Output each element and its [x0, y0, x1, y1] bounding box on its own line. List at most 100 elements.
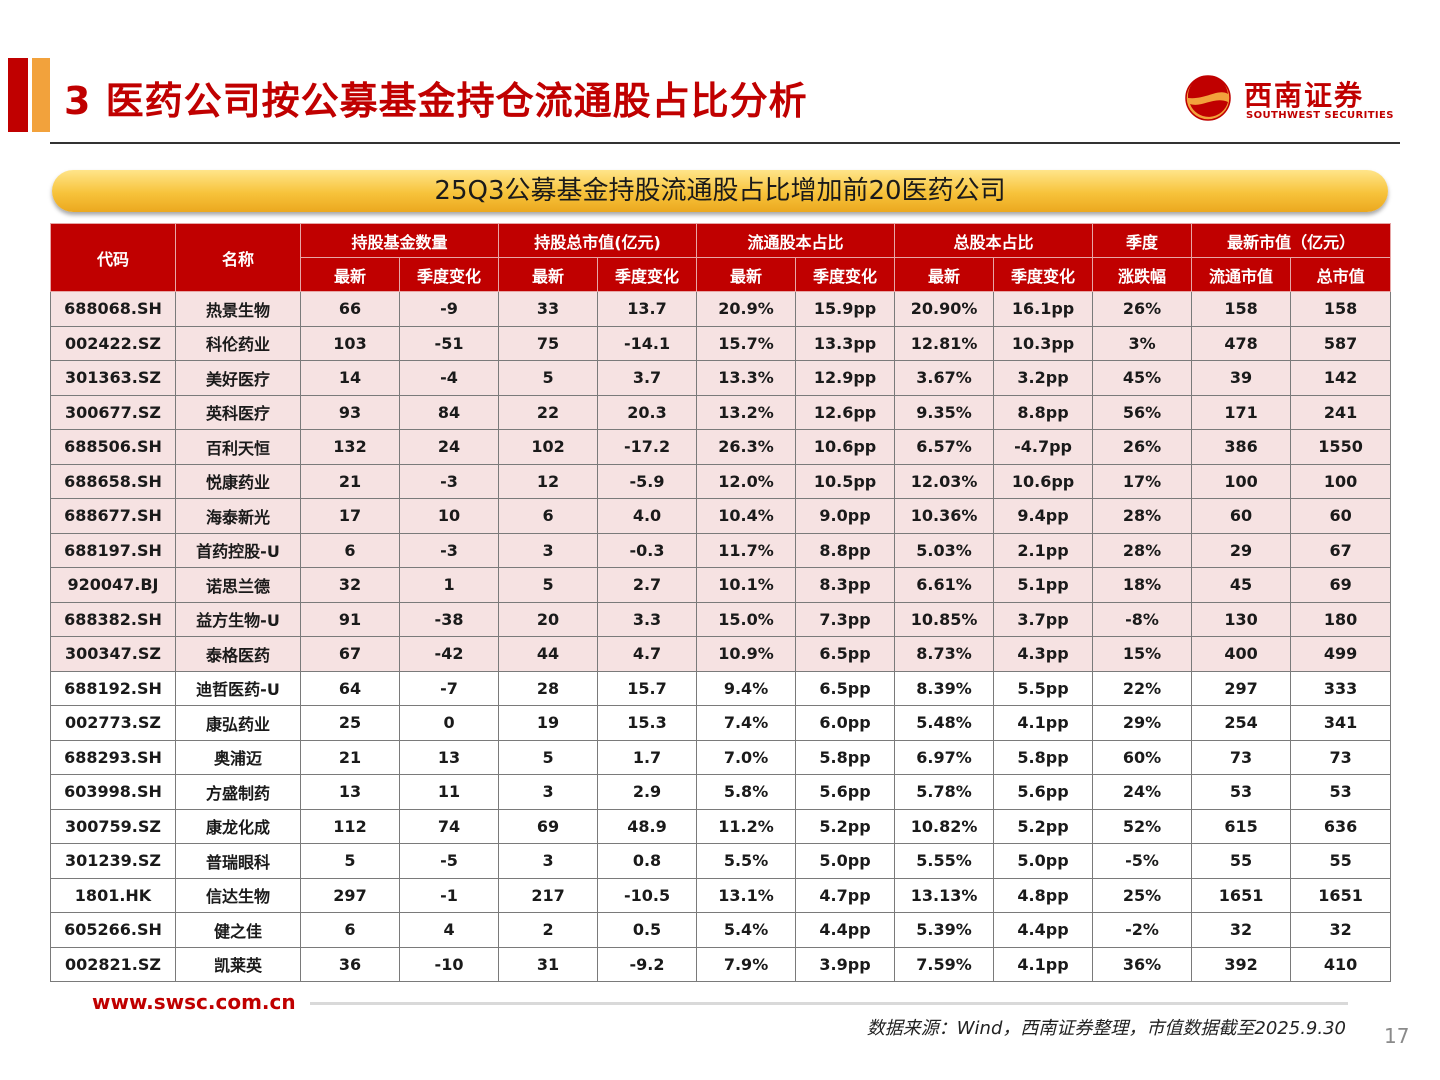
table-cell: 28% — [1092, 532, 1193, 568]
table-cell: 20 — [498, 601, 599, 637]
table-cell: 2 — [498, 912, 599, 948]
table-row: 301239.SZ 普瑞眼科 5 -5 3 0.8 5.5% 5.0pp 5.55% 5.0pp -… — [50, 843, 1392, 879]
table-cell: -8% — [1092, 601, 1193, 637]
table-cell: 688068.SH — [50, 291, 176, 327]
table-cell: 132 — [300, 429, 400, 465]
table-cell: 55 — [1290, 843, 1392, 879]
col-group-float-share-ratio: 流通股本占比 — [696, 223, 896, 258]
table-cell: 6.5pp — [795, 636, 896, 672]
table-title-banner: 25Q3公募基金持股流通股占比增加前20医药公司 — [52, 170, 1388, 212]
col-subheader: 最新 — [300, 257, 400, 292]
table-cell: 636 — [1290, 808, 1392, 844]
table-cell: 2.1pp — [993, 532, 1094, 568]
table-cell: 688506.SH — [50, 429, 176, 465]
table-cell: 10.82% — [894, 808, 995, 844]
southwest-securities-logo-icon — [1185, 75, 1231, 121]
website-url[interactable]: www.swsc.com.cn — [92, 990, 296, 1014]
table-cell: 6 — [300, 532, 400, 568]
table-cell: 3% — [1092, 325, 1193, 361]
table-cell: 17% — [1092, 463, 1193, 499]
table-cell: 10.3pp — [993, 325, 1094, 361]
table-cell: 14 — [300, 360, 400, 396]
table-cell: 74 — [398, 808, 500, 844]
table-cell: 400 — [1191, 636, 1292, 672]
table-cell: 10.4% — [696, 498, 797, 534]
table-body: 688068.SH 热景生物 66 -9 33 13.7 20.9% 15.9pp 20.90%… — [50, 291, 1392, 982]
table-title: 25Q3公募基金持股流通股占比增加前20医药公司 — [434, 176, 1006, 206]
table-cell: 15.3 — [597, 705, 698, 741]
table-cell: -51 — [398, 325, 500, 361]
table-cell: 180 — [1290, 601, 1392, 637]
table-cell: 3.9pp — [795, 946, 896, 982]
table-cell: -17.2 — [597, 429, 698, 465]
table-cell: 93 — [300, 394, 400, 430]
title-accent-bar — [8, 58, 50, 132]
table-cell: 0.8 — [597, 843, 698, 879]
table-cell: -14.1 — [597, 325, 698, 361]
table-cell: 泰格医药 — [175, 636, 301, 672]
table-cell: 300677.SZ — [50, 394, 176, 430]
table-cell: 健之佳 — [175, 912, 301, 948]
col-subheader: 季度变化 — [795, 257, 896, 292]
table-cell: 5 — [498, 360, 599, 396]
table-cell: 142 — [1290, 360, 1392, 396]
col-group-market-cap: 最新市值（亿元） — [1191, 223, 1392, 258]
table-cell: 3 — [498, 532, 599, 568]
table-cell: 32 — [1290, 912, 1392, 948]
table-cell: 73 — [1290, 739, 1392, 775]
table-cell: 91 — [300, 601, 400, 637]
table-cell: 11 — [398, 774, 500, 810]
table-cell: 12.9pp — [795, 360, 896, 396]
table-cell: 69 — [1290, 567, 1392, 603]
table-cell: 44 — [498, 636, 599, 672]
table-cell: 13.2% — [696, 394, 797, 430]
table-cell: 300347.SZ — [50, 636, 176, 672]
table-cell: 67 — [300, 636, 400, 672]
table-cell: 11.7% — [696, 532, 797, 568]
holdings-table: 代码 名称 持股基金数量 持股总市值(亿元) 流通股本占比 总股本占比 季度 最… — [50, 223, 1392, 982]
table-cell: 55 — [1191, 843, 1292, 879]
table-cell: 10.5pp — [795, 463, 896, 499]
table-cell: 688293.SH — [50, 739, 176, 775]
table-row: 920047.BJ 诺思兰德 32 1 5 2.7 10.1% 8.3pp 6.61% 5.1pp… — [50, 567, 1392, 603]
table-cell: 益方生物-U — [175, 601, 301, 637]
table-cell: 301239.SZ — [50, 843, 176, 879]
table-cell: 3.7pp — [993, 601, 1094, 637]
table-cell: 603998.SH — [50, 774, 176, 810]
table-cell: 悦康药业 — [175, 463, 301, 499]
table-cell: 5 — [498, 739, 599, 775]
table-cell: 3 — [498, 774, 599, 810]
table-cell: 康龙化成 — [175, 808, 301, 844]
table-cell: 5.78% — [894, 774, 995, 810]
table-cell: 3.7 — [597, 360, 698, 396]
table-cell: 8.3pp — [795, 567, 896, 603]
table-cell: 7.0% — [696, 739, 797, 775]
table-cell: -9.2 — [597, 946, 698, 982]
table-cell: 迪哲医药-U — [175, 670, 301, 706]
table-cell: 4.8pp — [993, 877, 1094, 913]
table-cell: 4.1pp — [993, 705, 1094, 741]
table-cell: 12.6pp — [795, 394, 896, 430]
table-cell: 20.3 — [597, 394, 698, 430]
table-cell: 5.8pp — [993, 739, 1094, 775]
table-cell: 11.2% — [696, 808, 797, 844]
table-cell: 100 — [1290, 463, 1392, 499]
table-cell: 499 — [1290, 636, 1392, 672]
table-cell: 5.0pp — [993, 843, 1094, 879]
table-cell: 22 — [498, 394, 599, 430]
table-row: 688382.SH 益方生物-U 91 -38 20 3.3 15.0% 7.3pp 10.85… — [50, 601, 1392, 637]
table-cell: 13.7 — [597, 291, 698, 327]
table-cell: -4.7pp — [993, 429, 1094, 465]
table-cell: 7.9% — [696, 946, 797, 982]
table-cell: 5.03% — [894, 532, 995, 568]
table-cell: 25 — [300, 705, 400, 741]
table-cell: 10.1% — [696, 567, 797, 603]
table-cell: 392 — [1191, 946, 1292, 982]
table-cell: 84 — [398, 394, 500, 430]
table-row: 603998.SH 方盛制药 13 11 3 2.9 5.8% 5.6pp 5.78% 5.6pp… — [50, 774, 1392, 810]
table-cell: 5.4% — [696, 912, 797, 948]
col-subheader: 最新 — [696, 257, 797, 292]
table-cell: 8.39% — [894, 670, 995, 706]
table-cell: 75 — [498, 325, 599, 361]
table-cell: 29 — [1191, 532, 1292, 568]
